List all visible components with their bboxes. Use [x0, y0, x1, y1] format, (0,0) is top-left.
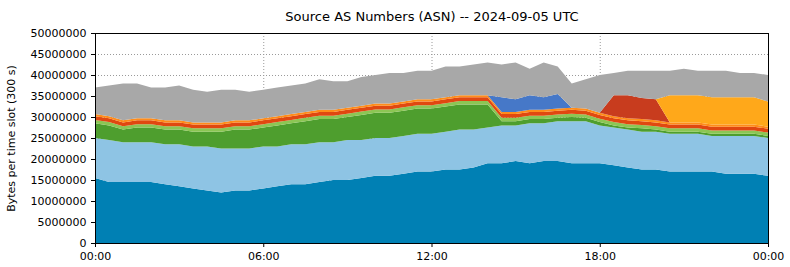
svg-text:00:00: 00:00 [753, 250, 785, 263]
svg-text:12:00: 12:00 [416, 250, 448, 263]
svg-text:Source AS Numbers (ASN) -- 202: Source AS Numbers (ASN) -- 2024-09-05 UT… [285, 9, 578, 24]
svg-text:0: 0 [80, 237, 87, 250]
svg-text:25000000: 25000000 [31, 132, 87, 145]
svg-text:Bytes per time slot (300 s): Bytes per time slot (300 s) [5, 65, 18, 212]
svg-text:45000000: 45000000 [31, 48, 87, 61]
svg-text:5000000: 5000000 [38, 216, 87, 229]
svg-text:20000000: 20000000 [31, 153, 87, 166]
svg-text:18:00: 18:00 [584, 250, 616, 263]
svg-text:00:00: 00:00 [80, 250, 112, 263]
svg-text:50000000: 50000000 [31, 27, 87, 40]
svg-text:10000000: 10000000 [31, 195, 87, 208]
svg-text:40000000: 40000000 [31, 69, 87, 82]
svg-text:35000000: 35000000 [31, 90, 87, 103]
svg-text:06:00: 06:00 [248, 250, 280, 263]
svg-text:15000000: 15000000 [31, 174, 87, 187]
svg-text:30000000: 30000000 [31, 111, 87, 124]
